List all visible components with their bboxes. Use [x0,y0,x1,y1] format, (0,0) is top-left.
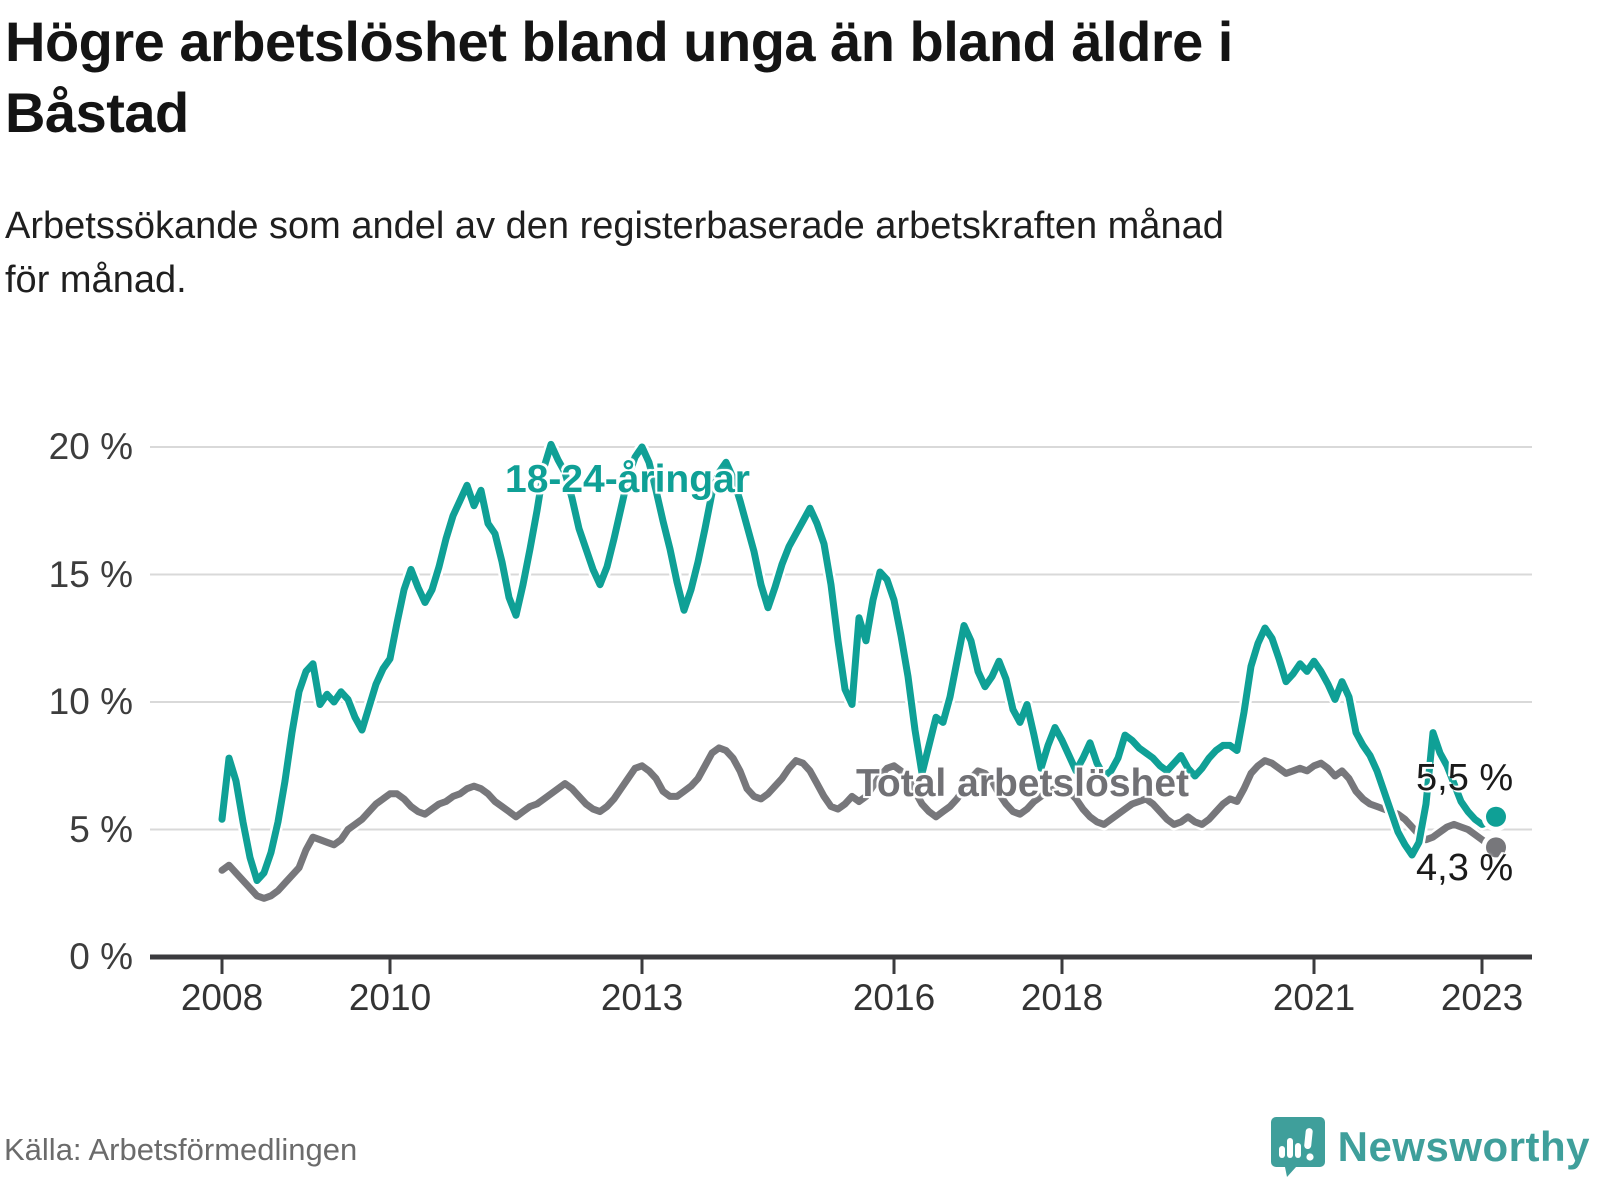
newsworthy-logo-icon [1270,1117,1325,1177]
series-line-youth [218,440,1500,884]
y-tick-label-15: 15 % [48,553,133,595]
newsworthy-brand: Newsworthy [1270,1116,1590,1178]
x-tick-label-2008: 2008 [180,977,264,1018]
series-line-total [218,744,1500,902]
series-label-total: Total arbetslöshet [856,762,1190,805]
y-tick-label-5: 5 % [69,808,133,850]
end-value-label-total: 4,3 % [1416,847,1514,889]
page-subtitle: Arbetssökande som andel av den registerb… [5,205,1224,301]
end-value-label-youth: 5,5 % [1416,757,1514,799]
page-title: Högre arbetslöshet bland unga än bland ä… [5,10,1233,145]
series-label-youth: 18-24-åringar [505,458,750,501]
source-note: Källa: Arbetsförmedlingen [4,1132,358,1167]
x-tick-label-2018: 2018 [1020,977,1104,1018]
end-dot-youth [1486,806,1506,827]
x-tick-label-2013: 2013 [600,977,684,1018]
x-tick-label-2021: 2021 [1272,977,1356,1018]
end-dot-total [1486,837,1506,858]
y-tick-label-10: 10 % [48,681,133,722]
x-tick-label-2010: 2010 [348,977,432,1018]
y-tick-label-20: 20 % [48,426,133,467]
x-tick-label-2016: 2016 [852,977,936,1018]
y-tick-label-0: 0 % [69,936,133,977]
newsworthy-logo-text: Newsworthy [1337,1123,1590,1170]
x-tick-label-2023: 2023 [1440,977,1524,1018]
